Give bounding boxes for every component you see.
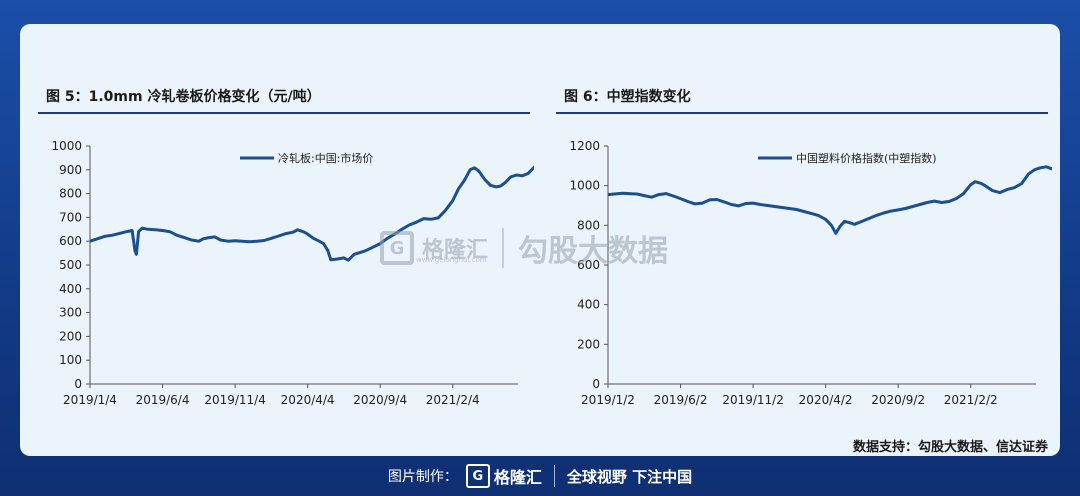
y-tick-label: 600: [577, 258, 600, 272]
footer-made-by: 图片制作：: [387, 469, 458, 485]
footer-brand: 格隆汇: [493, 468, 542, 487]
y-tick-label: 300: [59, 306, 82, 320]
x-tick-label: 2021/2/4: [426, 393, 480, 407]
x-tick-label: 2019/11/2: [722, 393, 784, 407]
watermark-site: www.gelonghui.com: [416, 256, 487, 264]
title-rule-plastic: [556, 112, 1048, 114]
y-tick-label: 0: [74, 377, 82, 391]
y-tick-label: 100: [59, 353, 82, 367]
chart-title-plastic: 图 6：中塑指数变化: [564, 89, 691, 105]
legend-label: 冷轧板:中国:市场价: [278, 151, 373, 165]
x-tick-label: 2021/2/2: [944, 393, 998, 407]
y-tick-label: 1000: [569, 179, 600, 193]
x-tick-label: 2020/4/4: [281, 393, 335, 407]
x-tick-label: 2020/9/4: [353, 393, 407, 407]
footer-slogan: 全球视野 下注中国: [566, 467, 693, 486]
x-tick-label: 2019/1/4: [63, 393, 117, 407]
y-tick-label: 600: [59, 234, 82, 248]
footer-divider: [553, 465, 555, 487]
watermark: G 格隆汇 www.gelonghui.com 勾股大数据: [380, 226, 668, 270]
steel-price-chart: 0 100 200 300 400 500 600 700 800 900 1000 2019/1/4…: [51, 139, 534, 407]
x-tick-label: 2020/9/2: [871, 393, 925, 407]
data-source: 数据支持：勾股大数据、信达证券: [852, 440, 1048, 455]
y-tick-label: 800: [577, 218, 600, 232]
y-tick-label: 400: [59, 282, 82, 296]
y-tick-label: 900: [59, 163, 82, 177]
chart-title-steel: 图 5：1.0mm 冷轧卷板价格变化（元/吨）: [46, 89, 321, 105]
gelonghui-footer-logo-icon: G: [465, 464, 490, 488]
x-tick-label: 2020/4/2: [799, 393, 853, 407]
y-tick-label: 800: [59, 187, 82, 201]
footer: 图片制作： G 格隆汇 全球视野 下注中国: [0, 456, 1080, 496]
y-tick-label: 0: [592, 377, 600, 391]
y-tick-label: 700: [59, 210, 82, 224]
title-rule-steel: [38, 112, 530, 114]
gelonghui-logo-icon: G: [380, 231, 414, 265]
watermark-divider: [502, 228, 505, 268]
series-line: [89, 165, 534, 262]
x-tick-label: 2019/6/4: [136, 393, 190, 407]
legend-label: 中国塑料价格指数(中塑指数): [796, 151, 937, 165]
watermark-brand: 格隆汇: [422, 238, 489, 263]
y-tick-label: 400: [577, 298, 600, 312]
y-tick-label: 500: [59, 258, 82, 272]
x-tick-label: 2019/11/4: [204, 393, 266, 407]
y-tick-label: 1000: [51, 139, 82, 153]
series-line: [607, 165, 1052, 235]
x-tick-label: 2019/6/2: [654, 393, 708, 407]
y-tick-label: 200: [59, 329, 82, 343]
x-tick-label: 2019/1/2: [581, 393, 635, 407]
watermark-text: 勾股大数据: [518, 234, 669, 269]
y-tick-label: 200: [577, 337, 600, 351]
plastic-index-chart: 0 200 400 600 800 1000 1200 2019/1/2 2019/6/2 201…: [569, 139, 1052, 407]
y-tick-label: 1200: [569, 139, 600, 153]
